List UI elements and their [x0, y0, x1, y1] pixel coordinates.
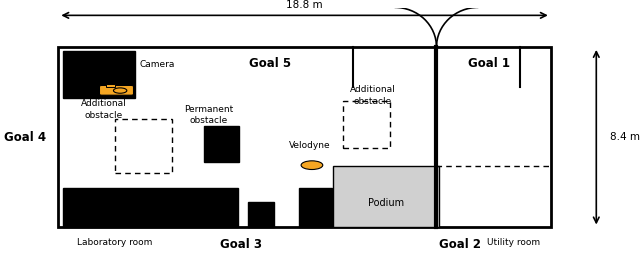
Bar [106, 84, 115, 87]
Text: Permanent: Permanent [184, 105, 233, 114]
Text: Utility room: Utility room [487, 238, 540, 247]
Bar [248, 202, 273, 227]
Text: Additional: Additional [349, 85, 396, 94]
Text: Goal 1: Goal 1 [468, 57, 510, 70]
Text: Goal 5: Goal 5 [249, 57, 291, 70]
Text: 8.4 m: 8.4 m [610, 132, 639, 142]
Text: Velodyne: Velodyne [289, 141, 330, 150]
Text: Camera: Camera [140, 60, 175, 69]
Bar [63, 51, 134, 98]
Text: Additional: Additional [81, 99, 127, 108]
Circle shape [113, 88, 127, 93]
Text: Goal 3: Goal 3 [220, 238, 262, 251]
Text: obstacle: obstacle [84, 111, 123, 120]
Bar [299, 188, 332, 227]
Bar [204, 126, 239, 163]
Text: Goal 2: Goal 2 [438, 238, 481, 251]
Text: Podium: Podium [368, 198, 404, 208]
Bar [115, 119, 172, 173]
Circle shape [301, 161, 323, 169]
Bar [63, 188, 238, 227]
Text: Goal 4: Goal 4 [4, 131, 46, 144]
Text: Laboratory room: Laboratory room [77, 238, 153, 247]
FancyBboxPatch shape [99, 85, 134, 95]
Bar [333, 166, 439, 227]
Text: 18.8 m: 18.8 m [286, 1, 323, 10]
Bar [343, 101, 390, 148]
Text: obstacle: obstacle [353, 97, 392, 106]
Text: obstacle: obstacle [189, 117, 228, 125]
Bar [58, 47, 550, 227]
